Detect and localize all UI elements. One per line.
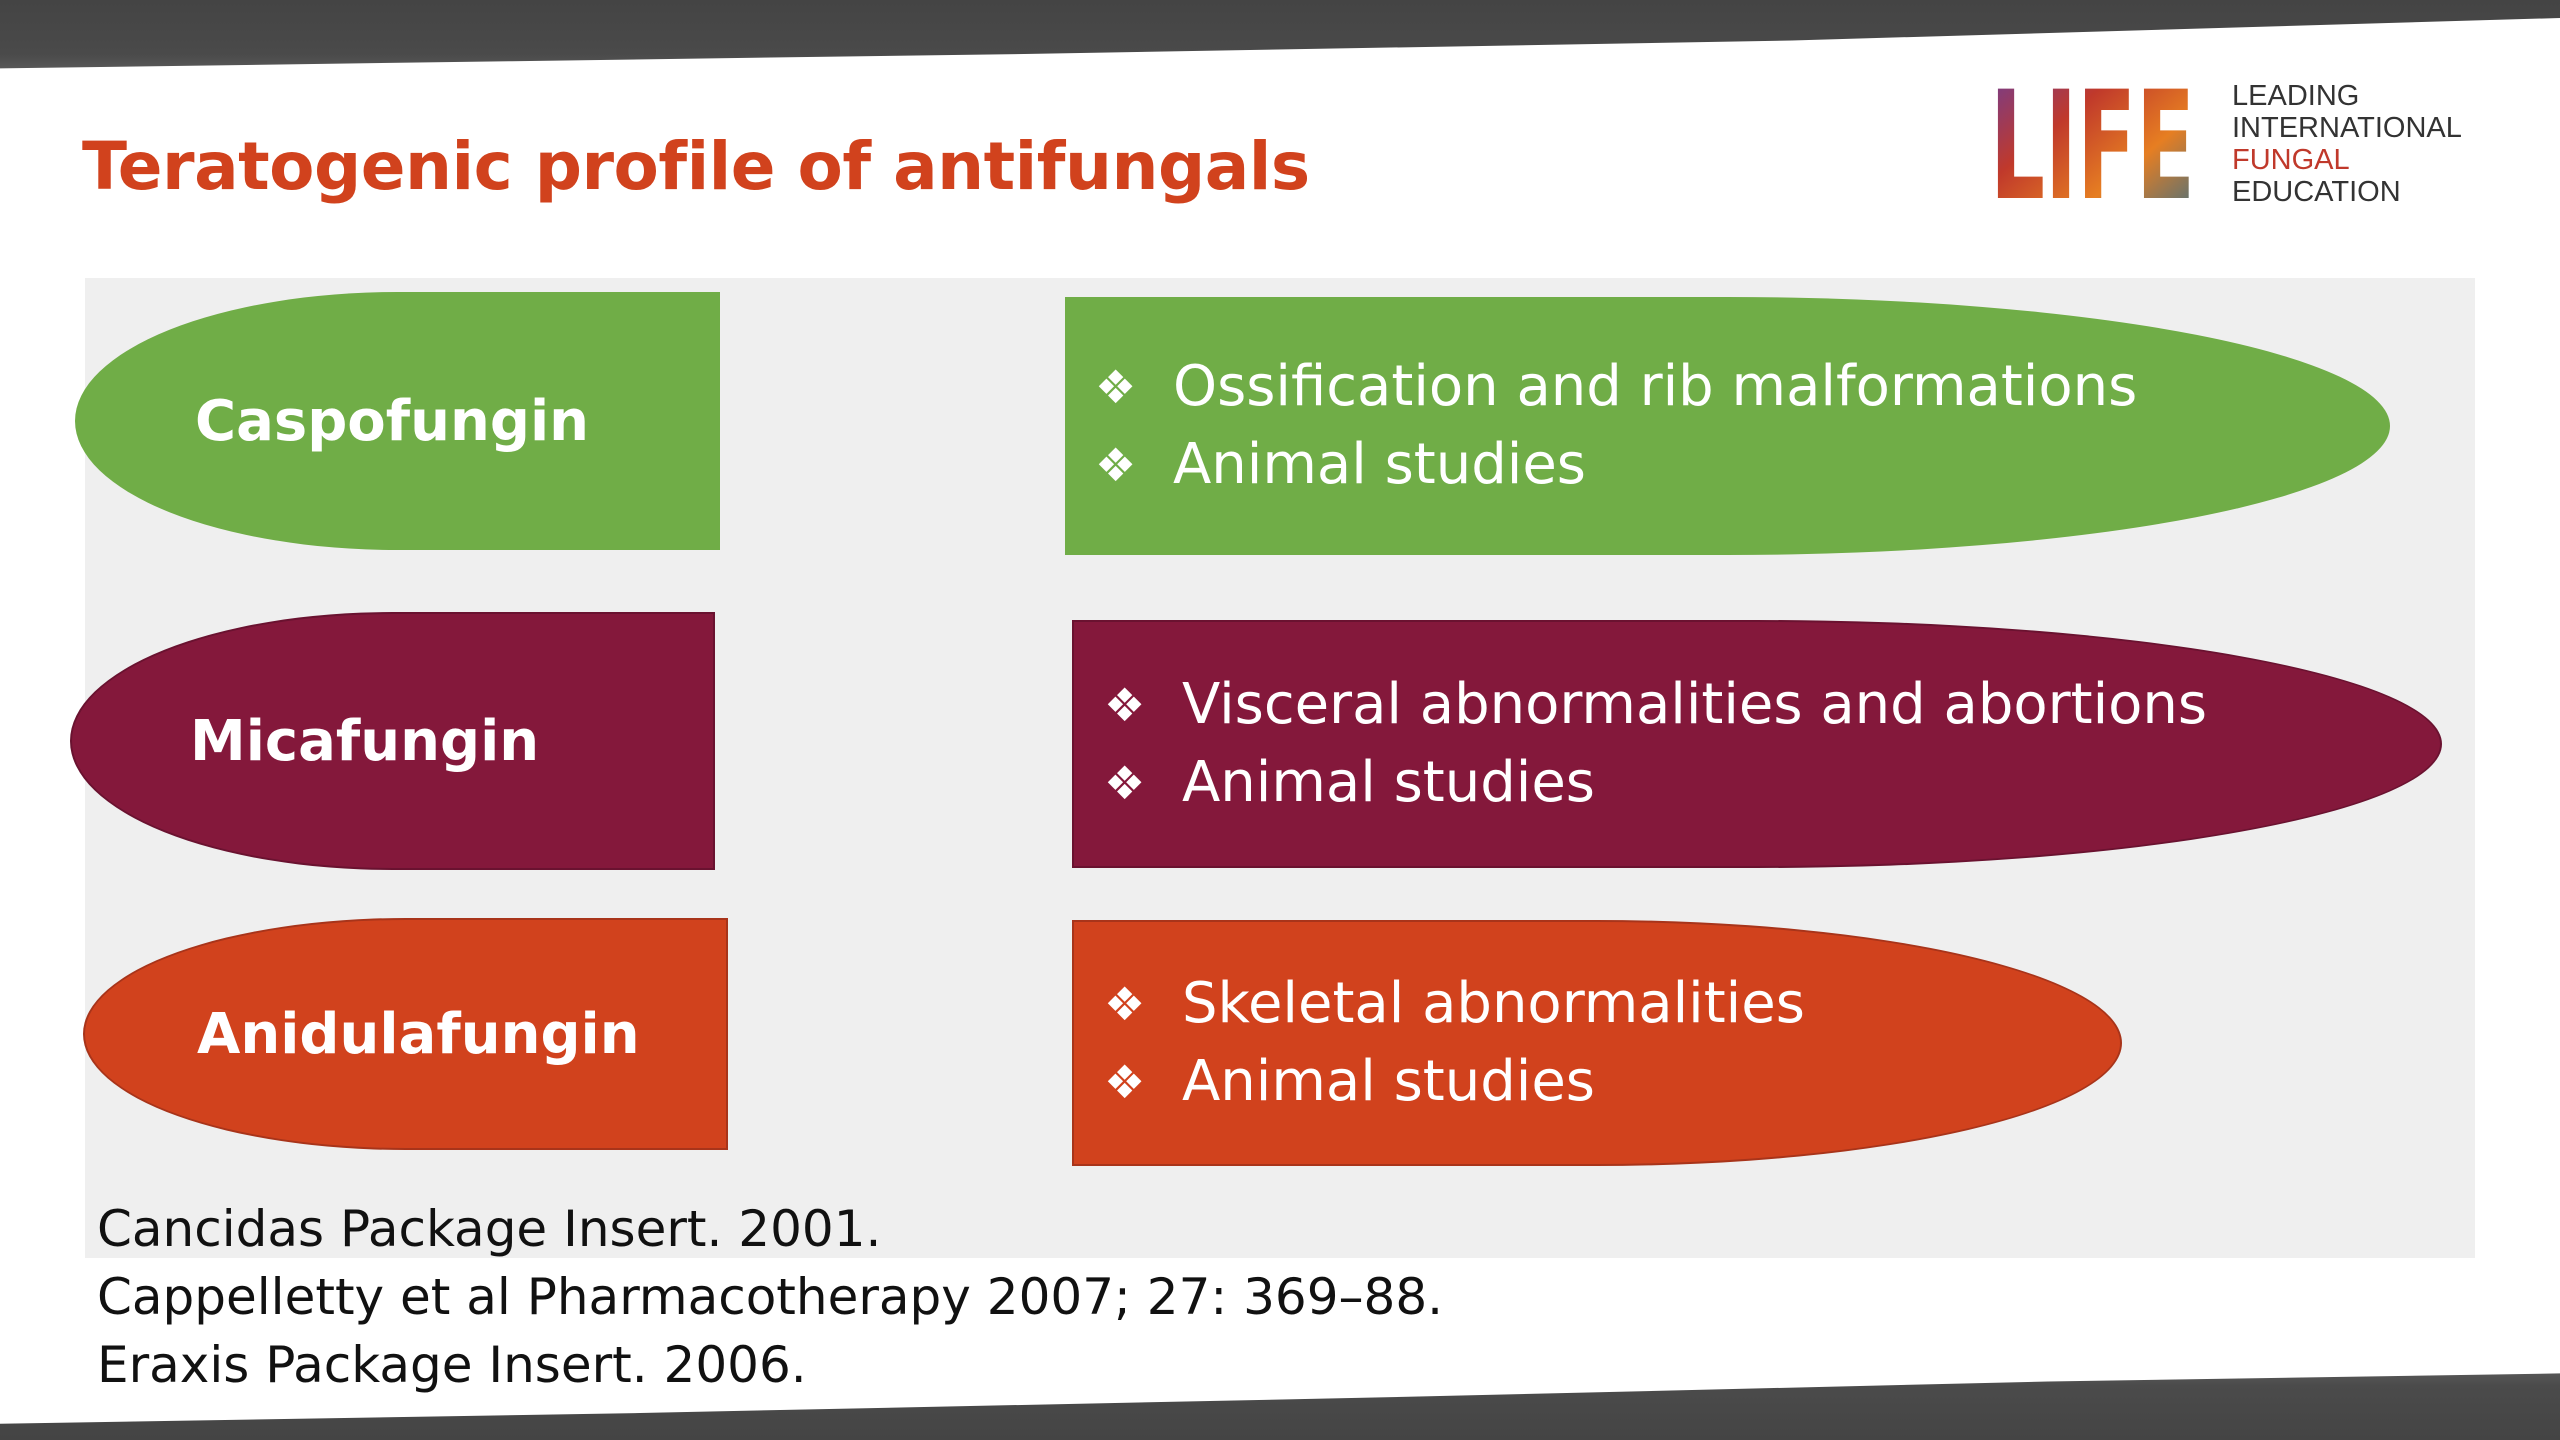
drug-name: Anidulafungin <box>197 1001 640 1067</box>
bullet-item: ❖ Visceral abnormalities and abortions <box>1104 666 2440 744</box>
bullet-item: ❖ Skeletal abnormalities <box>1104 965 2120 1043</box>
life-logo: LIFE LEADING INTERNATIONAL FUNGAL EDUCAT… <box>1990 80 2500 210</box>
bullet-item: ❖ Ossification and rib malformations <box>1095 348 2390 426</box>
bullet-text: Animal studies <box>1182 750 1595 815</box>
drug-name: Caspofungin <box>195 388 590 454</box>
logo-line: FUNGAL <box>2232 144 2350 176</box>
bullet-item: ❖ Animal studies <box>1104 1043 2120 1121</box>
drug-detail-micafungin: ❖ Visceral abnormalities and abortions ❖… <box>1072 620 2442 868</box>
references: Cancidas Package Insert. 2001. Cappellet… <box>97 1195 1443 1399</box>
bullet-icon: ❖ <box>1104 678 1146 732</box>
slide-title: Teratogenic profile of antifungals <box>82 128 1310 205</box>
drug-label-anidulafungin: Anidulafungin <box>83 918 728 1150</box>
top-decorative-band <box>0 0 2560 69</box>
life-logo-mark: LIFE <box>1990 80 2195 205</box>
bullet-icon: ❖ <box>1095 438 1137 492</box>
drug-detail-anidulafungin: ❖ Skeletal abnormalities ❖ Animal studie… <box>1072 920 2122 1166</box>
drug-label-caspofungin: Caspofungin <box>75 292 720 550</box>
bullet-icon: ❖ <box>1104 977 1146 1031</box>
reference-item: Cancidas Package Insert. 2001. <box>97 1200 882 1258</box>
bullet-text: Animal studies <box>1182 1049 1595 1114</box>
bullet-icon: ❖ <box>1095 360 1137 414</box>
reference-item: Cappelletty et al Pharmacotherapy 2007; … <box>97 1268 1444 1326</box>
drug-detail-caspofungin: ❖ Ossification and rib malformations ❖ A… <box>1065 297 2390 555</box>
reference-item: Eraxis Package Insert. 2006. <box>97 1336 807 1394</box>
bullet-icon: ❖ <box>1104 756 1146 810</box>
bullet-icon: ❖ <box>1104 1055 1146 1109</box>
bullet-item: ❖ Animal studies <box>1104 744 2440 822</box>
logo-mark-text: LIFE <box>1990 80 2195 205</box>
bullet-item: ❖ Animal studies <box>1095 426 2390 504</box>
drug-name: Micafungin <box>190 708 540 774</box>
bullet-text: Visceral abnormalities and abortions <box>1182 672 2208 737</box>
bullet-text: Skeletal abnormalities <box>1182 971 1805 1036</box>
bullet-text: Ossification and rib malformations <box>1173 354 2138 419</box>
bullet-text: Animal studies <box>1173 432 1586 497</box>
logo-line: EDUCATION <box>2232 176 2401 208</box>
logo-wordmark: LEADING INTERNATIONAL FUNGAL EDUCATION <box>2232 80 2462 208</box>
logo-line: INTERNATIONAL <box>2232 112 2462 144</box>
drug-label-micafungin: Micafungin <box>70 612 715 870</box>
logo-line: LEADING <box>2232 80 2360 112</box>
